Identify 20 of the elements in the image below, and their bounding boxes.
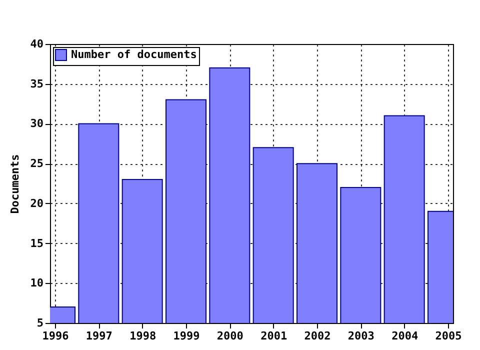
y-tick-label: 30 xyxy=(30,117,44,130)
y-tick-label: 25 xyxy=(30,157,44,170)
x-tick-label: 1999 xyxy=(173,330,200,342)
x-tick-label: 2002 xyxy=(304,330,331,342)
y-tick-label: 10 xyxy=(30,276,44,290)
y-tick-label: 15 xyxy=(30,236,44,250)
y-tick-label: 5 xyxy=(36,316,44,330)
y-tick-label: 20 xyxy=(30,196,44,210)
x-tick-label: 2001 xyxy=(260,330,288,342)
x-tick-label: 1997 xyxy=(86,330,112,342)
x-tick-label: 2005 xyxy=(435,330,462,342)
x-tick-label: 1998 xyxy=(130,330,156,342)
x-tick-label: 2004 xyxy=(392,330,418,342)
x-tick-label: 1996 xyxy=(42,330,70,342)
y-tick-label: 35 xyxy=(30,77,44,90)
y-axis-title: Documents xyxy=(8,154,22,214)
legend-label: Number of documents xyxy=(71,48,197,61)
y-tick-label: 40 xyxy=(30,38,44,50)
x-tick-label: 2003 xyxy=(348,330,374,342)
x-tick-label: 2000 xyxy=(216,330,244,342)
